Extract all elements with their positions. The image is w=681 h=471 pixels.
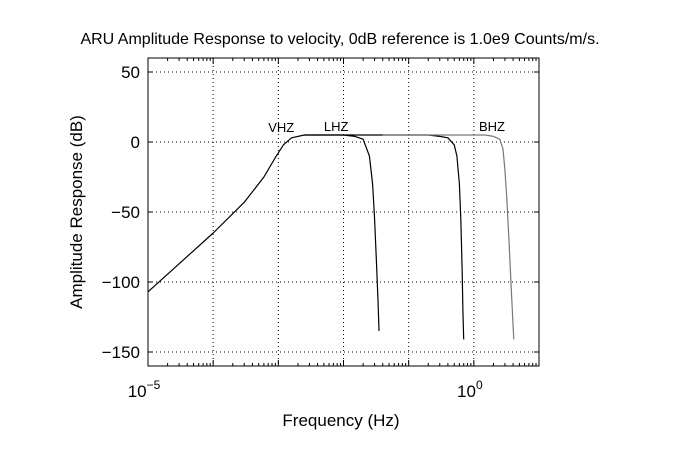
y-tick-label: −150 [102,343,140,362]
series-layer [147,134,515,340]
series-label-bhz: BHZ [479,119,505,134]
series-label-layer: VHZ LHZ BHZ [268,119,505,135]
x-axis-label: Frequency (Hz) [282,411,399,430]
y-tick-label: 50 [121,63,140,82]
series-label-lhz: LHZ [324,119,349,134]
series-line-bhz [382,134,515,340]
series-label-vhz: VHZ [268,120,294,135]
y-axis-label: Amplitude Response (dB) [67,115,86,309]
tick-layer: 50 0 −50 −100 −150 10−5 100 [102,58,540,401]
y-tick-label: 0 [131,133,140,152]
grid-layer [148,58,539,366]
x-tick-label: 100 [457,378,483,401]
chart-title: ARU Amplitude Response to velocity, 0dB … [80,31,599,48]
series-line-lhz [304,134,465,340]
y-tick-label: −50 [111,203,140,222]
x-tick-label: 10−5 [128,378,161,401]
y-tick-label: −100 [102,273,140,292]
